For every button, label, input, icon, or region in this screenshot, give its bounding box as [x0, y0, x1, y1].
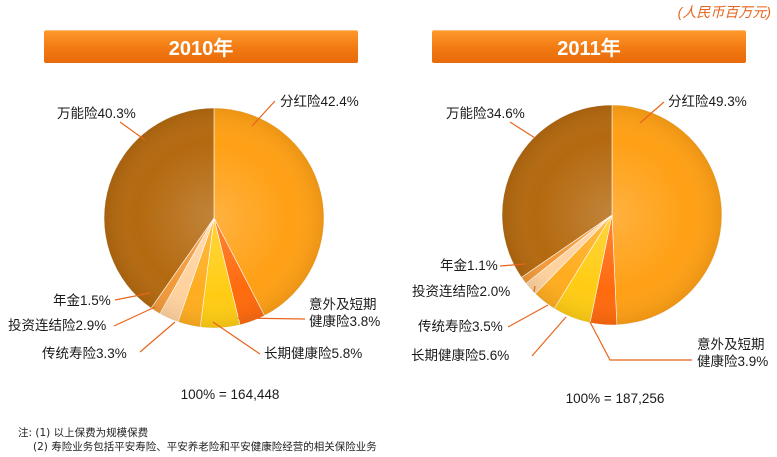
slice-label-1-6: 万能险34.6% [446, 106, 525, 121]
leader-line-1-2 [531, 316, 567, 357]
slice-label-0-5: 年金1.5% [53, 293, 111, 308]
leader-line-1-1 [589, 321, 692, 361]
chart-title-2011: 2011年 [432, 30, 746, 63]
slice-label-1-4: 投资连结险2.0% [412, 284, 510, 299]
footnote-2: (2) 寿险业务包括平安寿险、平安养老险和平安健康险经营的相关保险业务 [33, 441, 377, 453]
slice-label-1-3: 传统寿险3.5% [418, 318, 503, 334]
leader-line-0-5 [114, 292, 151, 301]
unit-note: (人民币百万元) [677, 4, 771, 20]
leader-line-1-5 [499, 263, 526, 267]
leader-line-0-4 [113, 306, 156, 327]
leader-line-0-2 [212, 321, 261, 355]
slice-label-0-4: 投资连结险2.9% [8, 318, 106, 333]
leader-line-1-6 [509, 121, 536, 139]
leader-line-0-0 [251, 100, 276, 127]
leader-line-1-3 [507, 304, 549, 328]
total-label-1: 100% = 187,256 [566, 391, 665, 406]
slice-label-0-6: 万能险40.3% [57, 106, 136, 121]
slice-label-0-2: 长期健康险5.8% [264, 345, 362, 361]
total-label-0: 100% = 164,448 [181, 387, 280, 402]
slice-label-1-2: 长期健康险5.6% [411, 347, 509, 363]
footnote-1: 注: (1) 以上保费为规模保费 [18, 427, 149, 439]
leader-line-1-0 [639, 101, 665, 124]
footnotes: 注: (1) 以上保费为规模保费 (2) 寿险业务包括平安寿险、平安养老险和平安… [18, 426, 377, 454]
chart-title-2010: 2010年 [44, 30, 358, 63]
slice-label-0-1: 意外及短期健康险3.8% [309, 296, 380, 329]
pie-2011: 分红险49.3% 意外及短期健康险3.9% 长期健康险5.6% 传统寿险3.5% 投资连… [411, 94, 768, 406]
leader-line-1-4 [533, 285, 536, 293]
slice-label-1-0: 分红险49.3% [668, 94, 747, 109]
slice-label-0-0: 分红险42.4% [280, 94, 359, 109]
leader-line-0-6 [119, 121, 146, 141]
slice-label-0-3: 传统寿险3.3% [42, 345, 127, 361]
slice-label-1-5: 年金1.1% [440, 258, 498, 273]
slice-label-1-1: 意外及短期健康险3.9% [697, 336, 768, 369]
leader-line-0-1 [237, 317, 306, 320]
leader-line-0-3 [139, 321, 176, 353]
pie-slice-1-0 [611, 104, 723, 326]
pie-2010: 分红险42.4% 意外及短期健康险3.8% 长期健康险5.8% 传统寿险3.3% 投资连… [8, 94, 380, 402]
